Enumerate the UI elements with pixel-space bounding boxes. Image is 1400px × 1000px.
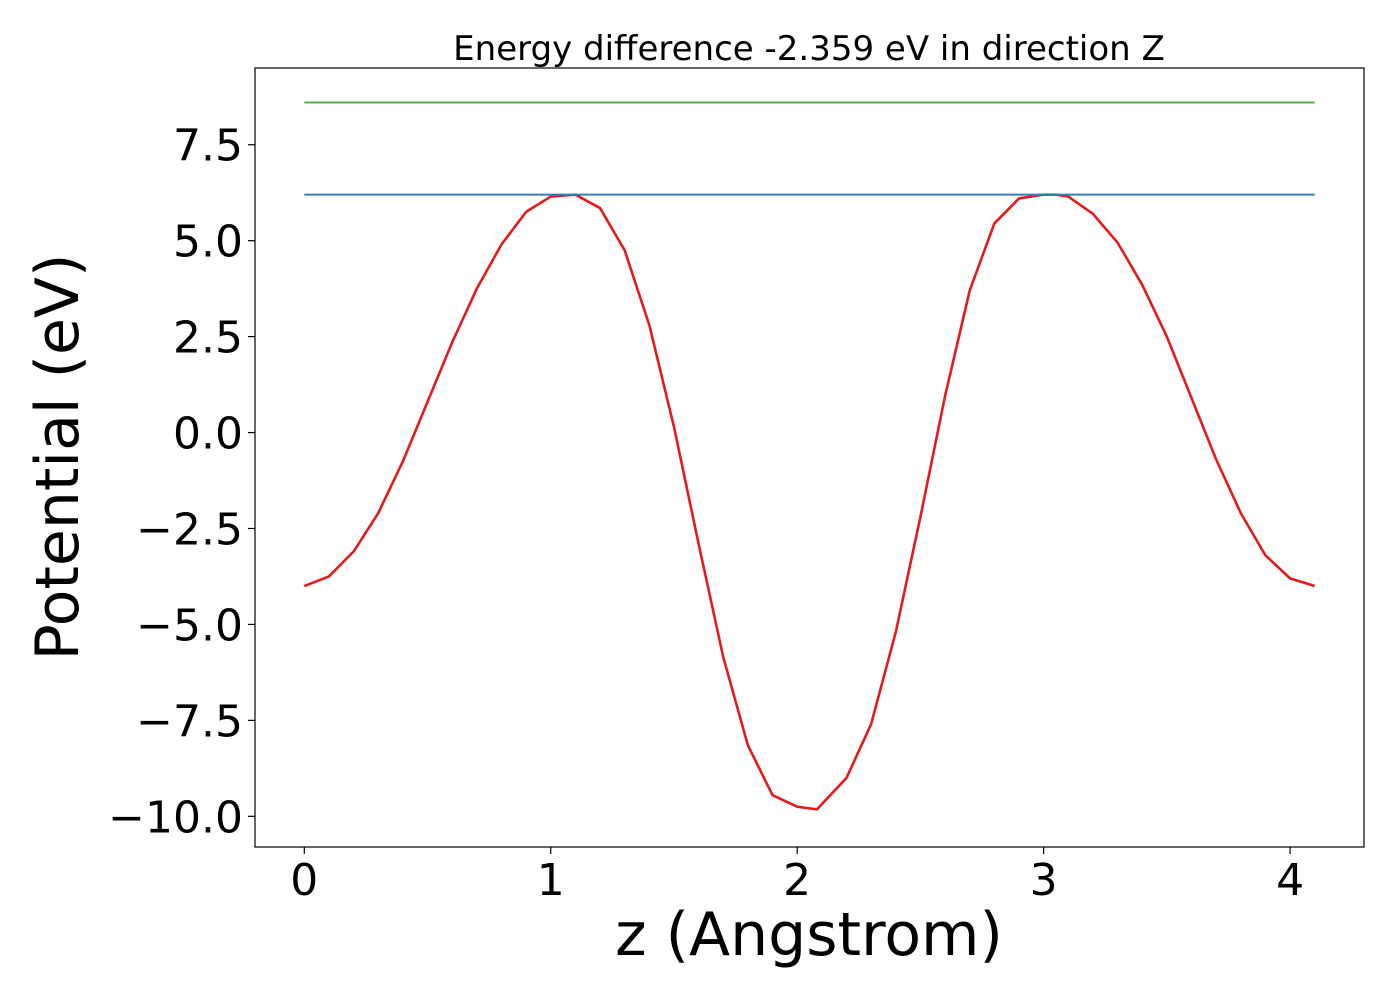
y-tick-label: 2.5: [173, 313, 243, 364]
axes-frame: [254, 67, 1365, 848]
x-tick-label: 1: [537, 855, 565, 906]
y-tick-label: 7.5: [173, 121, 243, 172]
y-tick-label: −5.0: [136, 600, 243, 651]
y-tick-label: 5.0: [173, 217, 243, 268]
x-tick-label: 4: [1276, 855, 1304, 906]
chart-title: Energy difference -2.359 eV in direction…: [453, 29, 1165, 69]
y-tick-label: −7.5: [136, 696, 243, 747]
y-axis: 7.5 5.0 2.5 0.0 −2.5 −5.0 −7.5 −10.0: [108, 121, 255, 843]
series-line-1: [303, 193, 1316, 811]
plot-area: [303, 101, 1316, 811]
x-tick-label: 3: [1030, 855, 1058, 906]
y-tick-label: −10.0: [108, 792, 243, 843]
y-tick-label: −2.5: [136, 504, 243, 555]
y-tick-label: 0.0: [173, 409, 243, 460]
x-tick-label: 2: [783, 855, 811, 906]
x-axis-title: z (Angstrom): [615, 900, 1003, 970]
y-axis-title: Potential (eV): [23, 254, 93, 661]
x-axis: 0 1 2 3 4: [290, 847, 1304, 906]
x-tick-label: 0: [290, 855, 318, 906]
